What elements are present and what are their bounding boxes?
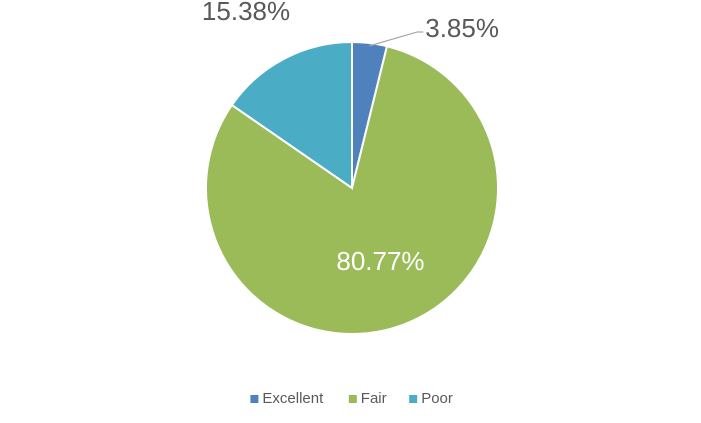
data-label: 15.38% [202,0,290,26]
data-label: 80.77% [336,246,424,276]
legend-swatch [409,395,418,403]
data-label: 3.85% [425,13,499,43]
pie-slice [205,45,499,335]
leader-line [369,31,424,47]
legend-label: Poor [421,390,453,407]
legend-label: Fair [361,390,387,407]
legend-swatch [250,395,259,403]
legend-swatch [348,395,357,403]
pie-slice [230,40,353,190]
legend-label: Excellent [262,390,324,407]
